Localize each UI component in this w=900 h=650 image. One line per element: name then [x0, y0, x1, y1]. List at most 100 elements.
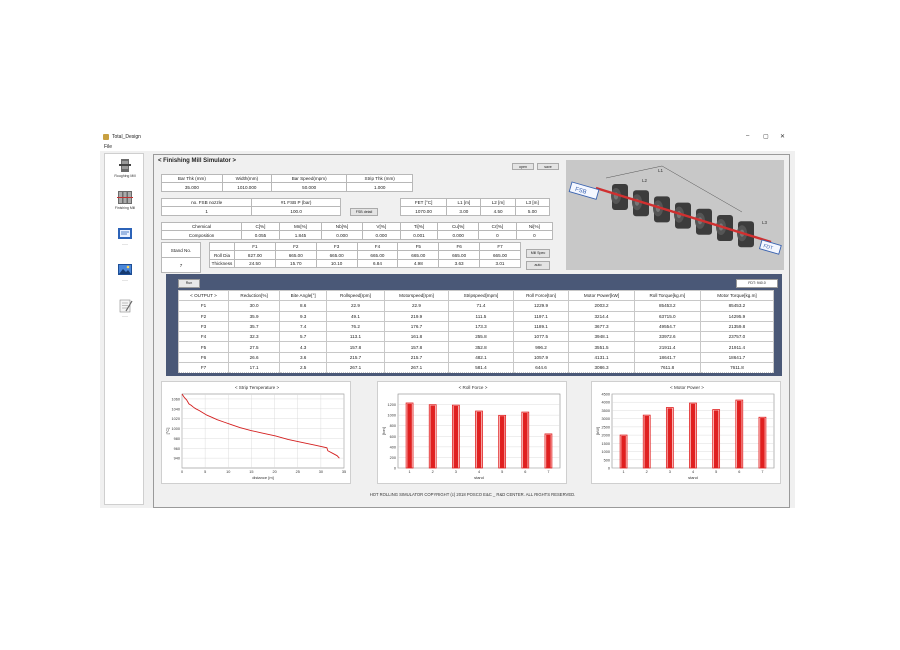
output-table: < OUTPUT > Reduction[%] Bite Angle[°] Ro… — [177, 289, 775, 374]
auto-button[interactable]: auto — [526, 261, 550, 270]
x-tick-label: 4 — [692, 470, 694, 474]
window-title: Total_Design — [112, 134, 141, 140]
finishing-mill-icon — [117, 190, 133, 205]
strip-thk-value[interactable]: 1.000 — [346, 182, 413, 192]
roll-dia-f6[interactable]: 665.00 — [438, 250, 481, 260]
sidebar-item-roughing-mill[interactable]: Roughing Mill — [107, 158, 143, 192]
sidebar-item-image[interactable]: ...... — [107, 262, 143, 296]
width-value[interactable]: 1010.000 — [221, 182, 272, 192]
save-button[interactable]: save — [537, 163, 559, 170]
table-row[interactable]: F5 27.5 4.3 157.8 157.8 352.8 996.2 3551.5 21911… — [177, 341, 775, 353]
fet-value[interactable]: 1070.00 — [399, 206, 448, 216]
chemical-table: Chemical C[%] Mn[%] Nb[%] V[%] Ti[%] Cu[… — [160, 221, 554, 240]
y-tick-label: 980 — [174, 437, 180, 441]
mn-value[interactable]: 1.845 — [278, 230, 323, 240]
thickness-f6[interactable]: 3.63 — [438, 258, 481, 269]
roll-dia-f2[interactable]: 665.00 — [274, 250, 317, 260]
cell: 35.7 — [228, 320, 281, 333]
stand-f1-header: F1 — [234, 241, 276, 252]
roll-dia-f4[interactable]: 665.00 — [356, 250, 399, 260]
cell: 3214.4 — [568, 310, 635, 322]
fdt-label: FDT — [763, 243, 774, 251]
cell: 18641.7 — [633, 351, 701, 364]
minimize-button[interactable]: – — [746, 133, 750, 139]
fsb-detail-button[interactable]: FSB detail — [350, 208, 378, 216]
v-value[interactable]: 0.000 — [361, 230, 401, 240]
fsb-nozzle-value[interactable]: 1 — [160, 206, 253, 216]
strip-temperature-chart: < Strip Temperature >940 960 980 1000 1020 10… — [161, 381, 351, 484]
cell: 4.3 — [279, 341, 328, 353]
roll-dia-f3[interactable]: 665.00 — [315, 250, 358, 260]
bar-fill — [453, 405, 459, 468]
c-value[interactable]: 0.055 — [241, 230, 280, 240]
fsb-pressure-value[interactable]: 100.0 — [251, 206, 341, 216]
l3-label: L3 — [762, 220, 768, 225]
x-tick-label: 6 — [524, 470, 526, 474]
thickness-f7[interactable]: 3.01 — [479, 258, 521, 269]
sidebar-item-document[interactable]: ...... — [107, 226, 143, 260]
cell: 14295.9 — [699, 310, 775, 322]
roll-dia-f5[interactable]: 665.00 — [397, 250, 440, 260]
run-button[interactable]: Run — [178, 279, 200, 288]
roll-dia-f7[interactable]: 665.00 — [479, 250, 521, 260]
motor-torque-header: Motor Torque[kg.m] — [699, 289, 775, 302]
l2-value[interactable]: 4.50 — [480, 206, 516, 216]
y-axis-label: [°C] — [165, 428, 170, 435]
sidebar-item-label: Roughing Mill — [114, 174, 136, 178]
l1-value[interactable]: 3.00 — [446, 206, 482, 216]
cell: 1077.5 — [512, 331, 570, 343]
stand-number-value[interactable]: 7 — [161, 257, 201, 273]
y-tick-label: 1060 — [172, 397, 180, 401]
x-tick-label: 20 — [272, 470, 276, 474]
x-tick-label: 10 — [226, 470, 230, 474]
thickness-f2[interactable]: 15.70 — [274, 258, 317, 269]
stand-f3-header: F3 — [315, 241, 358, 252]
nb-header: Nb[%] — [321, 221, 363, 232]
cu-value[interactable]: 0.000 — [437, 230, 480, 240]
row-label: F5 — [177, 341, 230, 353]
output-header: < OUTPUT > — [177, 289, 230, 302]
bar-thk-value[interactable]: 35.000 — [161, 182, 223, 192]
mill-spec-button[interactable]: Mill Spec — [526, 249, 550, 258]
bar-fill — [430, 405, 435, 468]
nb-value[interactable]: 0.000 — [321, 230, 363, 240]
y-tick-label: 960 — [174, 447, 180, 451]
stand-table: F1 F2 F3 F4 F5 F6 F7 Roll Dia 827.00 665… — [209, 241, 521, 269]
sidebar-item-finishing-mill[interactable]: Finishing Mill — [107, 190, 143, 224]
cell: 267.1 — [383, 362, 450, 374]
finishing-mill-diagram: L1 L2 L3 FSB FDT — [566, 160, 784, 270]
y-tick-label: 1000 — [172, 427, 180, 431]
ti-value[interactable]: 0.001 — [399, 230, 439, 240]
table-row[interactable]: F7 17.1 2.5 267.1 267.1 581.4 644.6 3086.3 7611.… — [177, 362, 775, 374]
table-row[interactable]: F6 26.6 3.6 215.7 215.7 482.1 1057.9 4131.1 1864… — [177, 351, 775, 364]
cell: 267.1 — [326, 362, 385, 374]
table-row[interactable]: F3 35.7 7.4 76.2 176.7 173.3 1189.1 3677.3 49554… — [177, 320, 775, 333]
thickness-f5[interactable]: 4.98 — [397, 258, 440, 269]
thickness-f4[interactable]: 6.84 — [356, 258, 399, 269]
cell: 21911.4 — [699, 341, 775, 353]
x-tick-label: 35 — [342, 470, 346, 474]
cell: 22.9 — [326, 300, 385, 312]
sidebar-item-notepad[interactable]: ...... — [107, 298, 143, 332]
y-tick-label: 4000 — [602, 401, 610, 405]
maximize-button[interactable]: ▢ — [763, 134, 769, 140]
open-button[interactable]: open — [512, 163, 534, 170]
cr-value[interactable]: 0 — [478, 230, 517, 240]
stand-corner — [209, 241, 235, 252]
table-row[interactable]: F4 32.3 5.7 113.1 161.8 255.8 1077.5 3948.1 3397… — [177, 331, 775, 343]
fsb-pressure-header: #1 FSB P (bar) — [251, 197, 341, 208]
menu-file[interactable]: File — [104, 144, 113, 150]
output-panel: Run FDT: 940.0 < OUTPUT > Reduction[%] B… — [166, 274, 782, 376]
table-row[interactable]: F1 30.0 8.6 22.9 22.9 71.4 1229.9 2003.2 85453.2… — [177, 300, 775, 312]
thickness-f3[interactable]: 10.10 — [315, 258, 358, 269]
thickness-f1[interactable]: 24.50 — [234, 258, 276, 269]
roll-dia-f1[interactable]: 827.00 — [234, 250, 276, 260]
close-button[interactable]: ✕ — [780, 134, 786, 140]
ni-value[interactable]: 0 — [515, 230, 554, 240]
l1-header: L1 [m] — [446, 197, 482, 208]
table-row[interactable]: F2 35.9 9.3 49.1 219.9 111.5 1197.1 3214.4 63715… — [177, 310, 775, 322]
l3-value[interactable]: 5.00 — [514, 206, 551, 216]
bar-speed-value[interactable]: 50.000 — [270, 182, 348, 192]
x-tick-label: 2 — [432, 470, 434, 474]
row-label: F1 — [177, 300, 230, 312]
